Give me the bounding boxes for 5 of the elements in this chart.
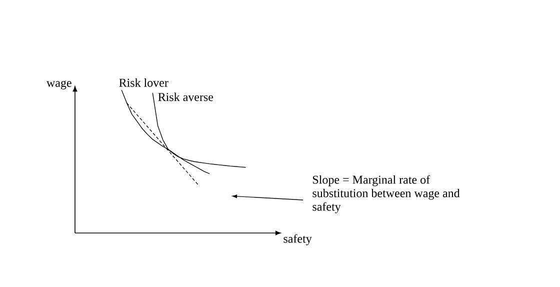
- series-label: Risk lover: [119, 78, 168, 87]
- text: Slope = Marginal rate of substitution between wage and safety: [312, 175, 460, 214]
- x-axis-title: safety: [284, 234, 312, 246]
- series-label: Risk averse: [158, 92, 214, 102]
- y-axis-title: wage: [46, 80, 72, 90]
